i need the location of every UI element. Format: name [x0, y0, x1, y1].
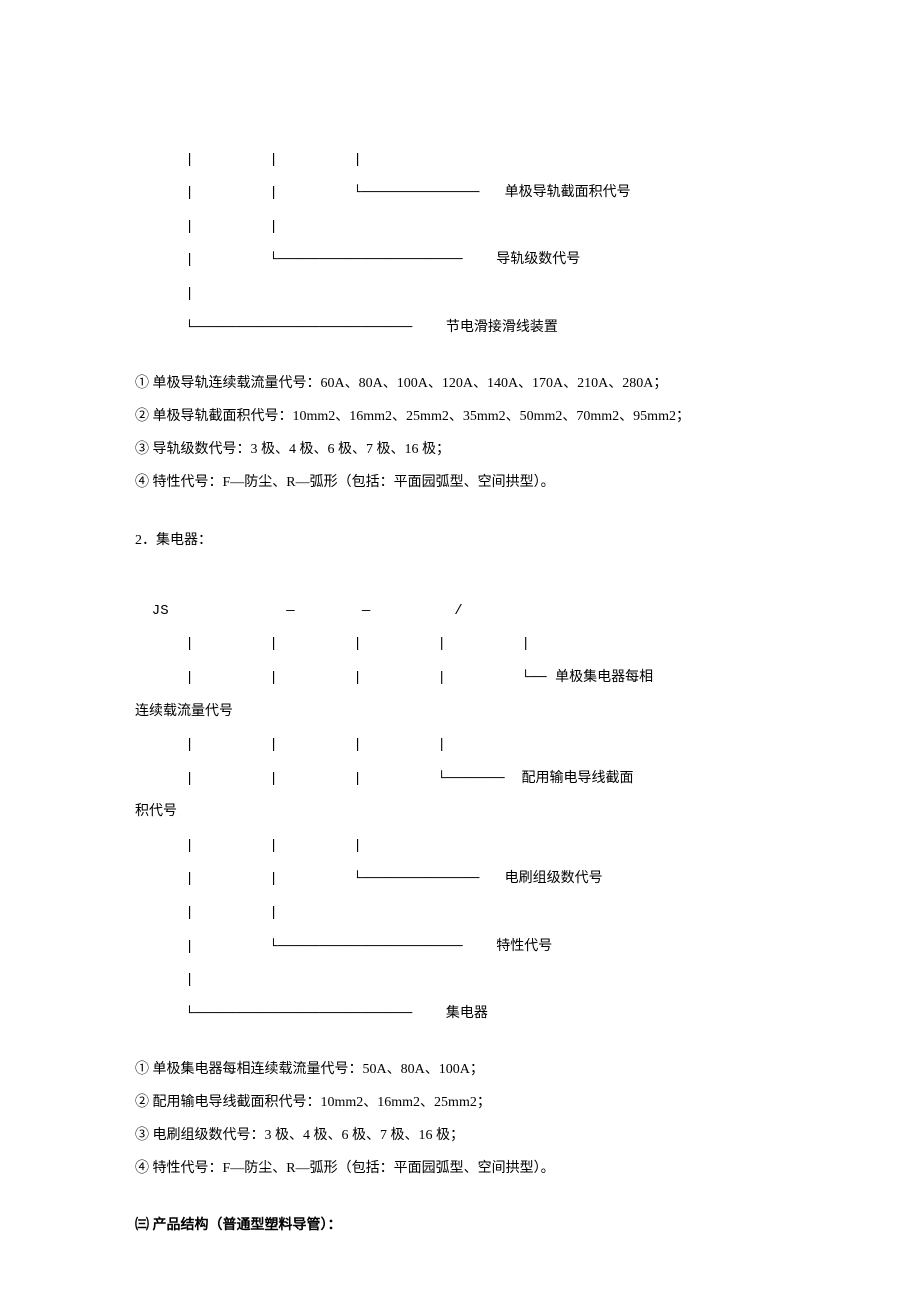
diagram1-line-5: └────────────────────────── 节电滑接滑线装置: [135, 320, 558, 336]
diagram2-line-3: | | | |: [135, 737, 446, 753]
diagram1-line-2: | |: [135, 219, 278, 235]
diagram2-line-4: | | | └─────── 配用输电导线截面: [135, 771, 633, 787]
diagram2-line-1: | | | | └── 单极集电器每相: [135, 670, 653, 686]
diagram2-line-2: 连续载流量代号: [135, 704, 233, 720]
diagram1-line-0: | | |: [135, 152, 362, 168]
diagram1-line-4: |: [135, 286, 194, 302]
diagram1-line-1: | | └────────────── 单极导轨截面积代号: [135, 185, 631, 201]
diagram2-line-5: 积代号: [135, 804, 177, 820]
diagram-2: JS — — / | | | | | | | | | └── 单极集电器每相 连…: [135, 561, 785, 1031]
spacer: [135, 1031, 785, 1053]
diagram2-prefix: JS — — /: [135, 603, 463, 619]
section2-title: 2．集电器：: [135, 526, 785, 557]
diagram2-line-6: | | |: [135, 838, 362, 854]
diagram2-line-10: |: [135, 972, 194, 988]
list2-item4: ④ 特性代号：F—防尘、R—弧形（包括：平面园弧型、空间拱型）。: [135, 1154, 785, 1185]
list2-item2: ② 配用输电导线截面积代号：10mm2、16mm2、25mm2；: [135, 1088, 785, 1119]
list2-item3: ③ 电刷组级数代号：3 极、4 极、6 极、7 极、16 极；: [135, 1121, 785, 1152]
list1-item3: ③ 导轨级数代号：3 极、4 极、6 极、7 极、16 极；: [135, 435, 785, 466]
list2-item1: ① 单极集电器每相连续载流量代号：50A、80A、100A；: [135, 1055, 785, 1086]
list1-item2: ② 单极导轨截面积代号：10mm2、16mm2、25mm2、35mm2、50mm…: [135, 402, 785, 433]
diagram2-line-7: | | └────────────── 电刷组级数代号: [135, 871, 603, 887]
list1-item4: ④ 特性代号：F—防尘、R—弧形（包括：平面园弧型、空间拱型）。: [135, 468, 785, 499]
diagram2-line-9: | └────────────────────── 特性代号: [135, 939, 552, 955]
spacer: [135, 1187, 785, 1209]
diagram2-line-11: └────────────────────────── 集电器: [135, 1006, 488, 1022]
page-body: | | | | | └────────────── 单极导轨截面积代号 | | …: [0, 0, 920, 1303]
list1-item1: ① 单极导轨连续载流量代号：60A、80A、100A、120A、140A、170…: [135, 369, 785, 400]
section3-title: ㈢ 产品结构（普通型塑料导管）：: [135, 1211, 785, 1242]
diagram2-line-8: | |: [135, 905, 278, 921]
diagram-1: | | | | | └────────────── 单极导轨截面积代号 | | …: [135, 110, 785, 345]
diagram1-line-3: | └────────────────────── 导轨级数代号: [135, 252, 580, 268]
diagram2-line-0: | | | | |: [135, 636, 530, 652]
spacer: [135, 345, 785, 367]
